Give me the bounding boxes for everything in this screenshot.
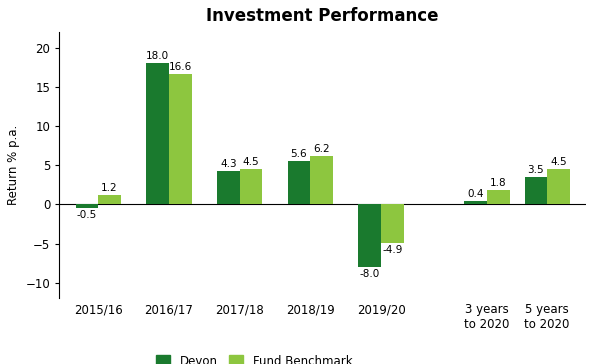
Bar [98, 195, 121, 205]
Bar [75, 205, 98, 208]
Bar [525, 177, 547, 205]
Title: Investment Performance: Investment Performance [206, 7, 439, 25]
Bar [288, 161, 310, 205]
Bar [240, 169, 262, 205]
Bar [547, 169, 570, 205]
Bar [464, 201, 487, 205]
Text: 3.5: 3.5 [528, 165, 544, 175]
Text: -4.9: -4.9 [382, 245, 403, 255]
Text: -0.5: -0.5 [76, 210, 97, 220]
Bar [381, 205, 404, 243]
Text: 0.4: 0.4 [467, 189, 484, 199]
Bar [169, 74, 192, 205]
Y-axis label: Return % p.a.: Return % p.a. [7, 125, 20, 205]
Text: 5.6: 5.6 [291, 149, 307, 159]
Text: 6.2: 6.2 [313, 144, 330, 154]
Bar [217, 171, 240, 205]
Bar [358, 205, 381, 267]
Text: 1.8: 1.8 [490, 178, 506, 189]
Text: 16.6: 16.6 [168, 62, 192, 72]
Text: 4.5: 4.5 [550, 157, 567, 167]
Bar [310, 156, 333, 205]
Legend: Devon, Fund Benchmark: Devon, Fund Benchmark [151, 350, 357, 364]
Bar [146, 63, 169, 205]
Text: 4.3: 4.3 [220, 159, 237, 169]
Text: 18.0: 18.0 [146, 51, 169, 62]
Text: 1.2: 1.2 [101, 183, 118, 193]
Bar [487, 190, 510, 205]
Text: -8.0: -8.0 [359, 269, 380, 279]
Text: 4.5: 4.5 [243, 157, 259, 167]
